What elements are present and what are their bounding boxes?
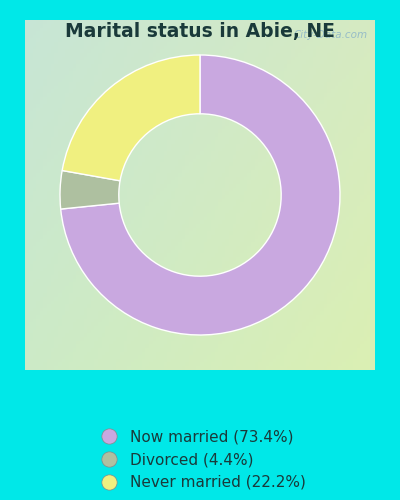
- Text: City-Data.com: City-Data.com: [294, 30, 368, 40]
- Legend: Now married (73.4%), Divorced (4.4%), Never married (22.2%): Now married (73.4%), Divorced (4.4%), Ne…: [94, 430, 306, 490]
- Wedge shape: [62, 55, 200, 181]
- Wedge shape: [60, 170, 120, 209]
- Wedge shape: [61, 55, 340, 335]
- Text: Marital status in Abie, NE: Marital status in Abie, NE: [65, 22, 335, 42]
